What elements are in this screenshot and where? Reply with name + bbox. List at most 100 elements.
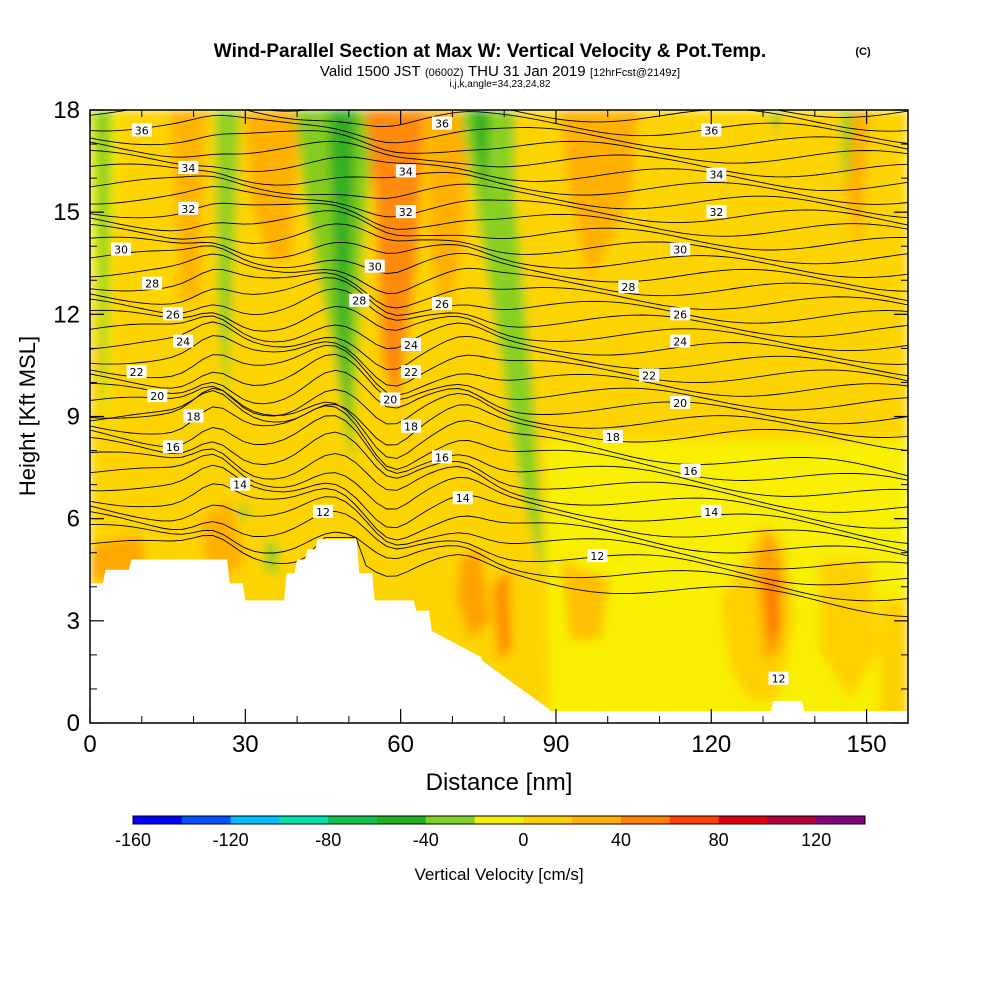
contour-label-box bbox=[131, 123, 152, 137]
contour-label: 30 bbox=[364, 259, 385, 274]
contour-label: 36 bbox=[701, 123, 722, 137]
contour-label-text: 20 bbox=[673, 397, 687, 410]
contour-label-text: 18 bbox=[187, 411, 201, 424]
contour-label-text: 20 bbox=[150, 390, 164, 403]
contour-label-box bbox=[670, 395, 691, 409]
contour-label: 12 bbox=[587, 549, 608, 563]
colorbar-swatch bbox=[279, 816, 329, 824]
contour-label-box bbox=[162, 440, 183, 454]
velocity-region bbox=[560, 560, 610, 640]
theta-contour-line bbox=[90, 510, 908, 586]
x-tick-label: 0 bbox=[83, 731, 96, 758]
utc-time: (0600Z) bbox=[425, 67, 464, 79]
velocity-region bbox=[545, 440, 908, 723]
theta-contour-line bbox=[90, 385, 908, 438]
velocity-region bbox=[880, 600, 908, 723]
contour-label-box bbox=[639, 368, 660, 382]
contour-label-text: 32 bbox=[709, 206, 723, 219]
contour-label-box bbox=[432, 450, 453, 464]
contour-label-box bbox=[706, 205, 727, 219]
velocity-region bbox=[470, 110, 490, 200]
y-axis-title: Height [Kft MSL] bbox=[15, 336, 40, 496]
colorbar-swatch bbox=[621, 816, 671, 824]
theta-contour-line bbox=[90, 245, 908, 292]
contour-label-box bbox=[162, 307, 183, 321]
theta-contour-line bbox=[90, 523, 908, 602]
velocity-region bbox=[265, 540, 278, 575]
colorbar-swatch bbox=[572, 816, 622, 824]
contour-label-text: 16 bbox=[166, 441, 180, 454]
y-tick-label: 0 bbox=[67, 710, 80, 737]
y-tick-label: 6 bbox=[67, 506, 80, 533]
colorbar-swatch bbox=[816, 816, 866, 824]
contour-label-box bbox=[432, 297, 453, 311]
contour-label: 32 bbox=[178, 201, 199, 216]
contour-label: 26 bbox=[162, 307, 183, 321]
contour-label: 22 bbox=[126, 365, 147, 379]
contour-label: 30 bbox=[670, 242, 691, 257]
contour-label-text: 36 bbox=[704, 124, 718, 137]
contour-label-box bbox=[602, 429, 623, 443]
theta-contour-line bbox=[90, 321, 908, 377]
theta-contour-line bbox=[90, 415, 908, 497]
contour-label-text: 26 bbox=[166, 308, 180, 321]
contour-label: 26 bbox=[670, 307, 691, 321]
contour-label: 28 bbox=[142, 276, 163, 291]
contour-label-text: 16 bbox=[684, 465, 698, 478]
contour-label: 14 bbox=[230, 477, 251, 492]
contour-label: 34 bbox=[178, 160, 199, 175]
theta-contour-line bbox=[90, 353, 908, 411]
contour-label: 18 bbox=[602, 429, 623, 444]
colorbar-tick-label: -40 bbox=[413, 830, 439, 850]
contour-label-box bbox=[147, 389, 168, 403]
colorbar-title: Vertical Velocity [cm/s] bbox=[414, 865, 583, 884]
contour-label-text: 30 bbox=[368, 261, 382, 274]
contour-label-text: 12 bbox=[590, 550, 604, 563]
velocity-region bbox=[820, 560, 880, 700]
theta-contour-line bbox=[264, 110, 908, 132]
contour-label-text: 18 bbox=[606, 431, 620, 444]
contour-label: 16 bbox=[680, 463, 701, 478]
contour-label-box bbox=[400, 419, 421, 433]
contour-label-box bbox=[670, 242, 691, 256]
y-tick-label: 12 bbox=[53, 301, 80, 328]
theta-contour-line bbox=[90, 110, 908, 144]
contour-label-box bbox=[312, 504, 333, 518]
contour-label-text: 26 bbox=[435, 298, 449, 311]
theta-contour-line bbox=[90, 236, 908, 278]
colorbar-swatch bbox=[328, 816, 378, 824]
theta-contour-line bbox=[90, 288, 908, 338]
contour-label-box bbox=[395, 164, 416, 178]
valid-time: Valid 1500 JST bbox=[320, 63, 421, 80]
x-axis: 0 30 60 90 120 150 bbox=[83, 110, 887, 758]
contour-label-text: 34 bbox=[399, 165, 413, 178]
contour-label-box bbox=[183, 409, 204, 423]
contour-label-text: 34 bbox=[181, 162, 195, 175]
contour-label: 34 bbox=[706, 167, 727, 182]
velocity-region bbox=[492, 570, 512, 660]
contour-label: 14 bbox=[452, 491, 473, 505]
colorbar-tick-label: -120 bbox=[213, 830, 249, 850]
theta-contour-line bbox=[90, 277, 908, 324]
contour-label-box bbox=[230, 477, 251, 491]
colorbar-frame bbox=[132, 815, 866, 825]
contour-label-text: 36 bbox=[135, 124, 149, 137]
contour-label: 18 bbox=[183, 409, 204, 424]
theta-contour-line bbox=[90, 163, 908, 205]
theta-contour-line bbox=[90, 149, 908, 192]
contour-label: 24 bbox=[400, 337, 421, 352]
theta-contour-line bbox=[90, 369, 908, 425]
theta-contour-line bbox=[90, 305, 908, 352]
theta-contour-line bbox=[90, 315, 908, 365]
theta-contour-line bbox=[90, 335, 908, 387]
contour-label-box bbox=[587, 549, 608, 563]
contour-label-box bbox=[142, 276, 163, 290]
colorbar-ticks: -160 -120 -80 -40 0 40 80 120 bbox=[115, 830, 831, 850]
colorbar-swatch bbox=[377, 816, 427, 824]
contour-label-box bbox=[380, 392, 401, 406]
velocity-region bbox=[770, 110, 780, 140]
theta-contour-line bbox=[90, 223, 908, 265]
theta-contour-line bbox=[90, 175, 908, 219]
velocity-region bbox=[460, 110, 545, 585]
